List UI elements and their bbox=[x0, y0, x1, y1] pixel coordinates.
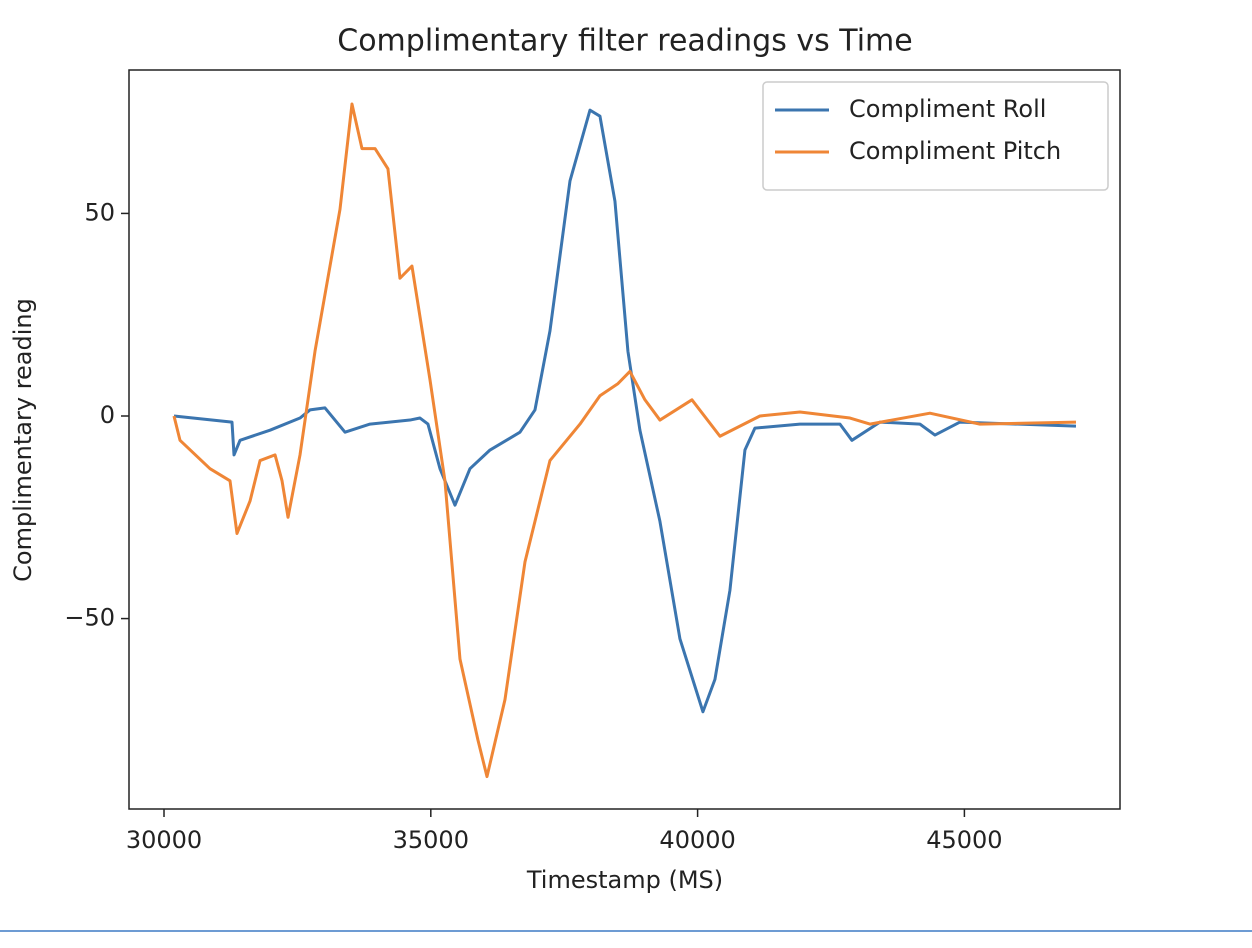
y-axis-label: Complimentary reading bbox=[9, 298, 37, 582]
x-tick-label: 30000 bbox=[126, 826, 202, 854]
legend-box bbox=[762, 81, 1109, 191]
x-axis-label: Timestamp (MS) bbox=[526, 866, 723, 894]
x-tick-label: 35000 bbox=[393, 826, 469, 854]
plot-frame bbox=[128, 69, 1121, 810]
y-tick-label: −50 bbox=[64, 604, 115, 632]
series-line bbox=[173, 108, 1077, 714]
chart-title: Complimentary filter readings vs Time bbox=[337, 24, 912, 59]
legend-label: Compliment Roll bbox=[849, 95, 1046, 123]
y-tick-label: 50 bbox=[84, 198, 115, 226]
y-tick-label: 0 bbox=[100, 401, 115, 429]
x-tick-label: 45000 bbox=[926, 826, 1002, 854]
x-tick-label: 40000 bbox=[659, 826, 735, 854]
legend-label: Compliment Pitch bbox=[849, 137, 1061, 165]
series-line bbox=[172, 102, 1077, 779]
